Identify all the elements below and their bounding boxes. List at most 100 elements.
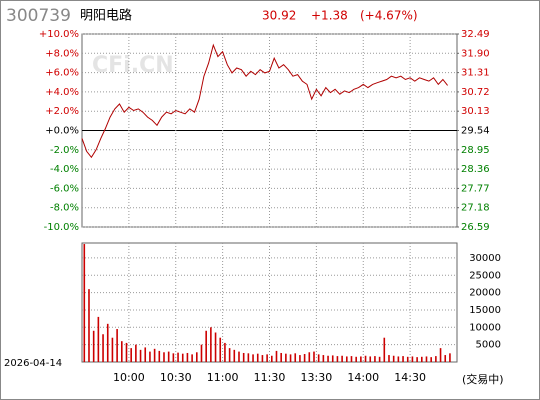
volume-bar bbox=[111, 337, 114, 362]
price-change: +1.38 bbox=[311, 9, 348, 23]
volume-bar bbox=[233, 349, 236, 362]
volume-bar bbox=[172, 353, 175, 362]
trading-status: (交易中) bbox=[462, 372, 504, 386]
x-tick-label: 10:00 bbox=[113, 371, 145, 384]
last-price: 30.92 bbox=[262, 9, 296, 23]
volume-bar bbox=[252, 354, 254, 362]
x-tick-label: 14:30 bbox=[394, 371, 426, 384]
price-line bbox=[81, 43, 448, 159]
volume-bar bbox=[411, 356, 414, 362]
y2-tick-label: 30.13 bbox=[461, 106, 490, 117]
volume-bar bbox=[153, 348, 156, 362]
volume-bar bbox=[449, 353, 451, 362]
volume-bar bbox=[102, 334, 104, 362]
volume-bar bbox=[210, 327, 212, 362]
y-tick-label: 25000 bbox=[469, 270, 501, 281]
volume-bar bbox=[397, 356, 400, 362]
stock-name: 明阳电路 bbox=[80, 8, 132, 24]
volume-bar bbox=[425, 356, 428, 362]
volume-bar bbox=[125, 342, 128, 362]
volume-bar bbox=[275, 350, 278, 362]
volume-bar bbox=[256, 353, 259, 362]
volume-bar bbox=[285, 353, 287, 362]
y2-tick-label: 28.36 bbox=[461, 164, 490, 175]
volume-bar bbox=[121, 341, 123, 362]
volume-bar bbox=[135, 344, 137, 362]
volume-bar bbox=[317, 354, 320, 362]
volume-bar bbox=[106, 323, 109, 362]
volume-bar bbox=[416, 357, 418, 362]
volume-bar bbox=[303, 354, 306, 362]
volume-bar bbox=[392, 355, 395, 362]
volume-bar bbox=[177, 352, 179, 362]
volume-bar bbox=[186, 352, 189, 362]
volume-bar bbox=[383, 337, 386, 362]
volume-bar bbox=[346, 356, 348, 362]
volume-bar bbox=[430, 357, 432, 362]
y-tick-label: -10.0% bbox=[44, 222, 79, 233]
volume-bar bbox=[247, 353, 250, 362]
volume-bar bbox=[313, 351, 315, 362]
volume-bar bbox=[378, 356, 381, 362]
volume-bar bbox=[299, 355, 301, 362]
y-tick-label: 15000 bbox=[469, 305, 501, 316]
y-tick-label: +8.0% bbox=[45, 48, 79, 59]
y-tick-label: -8.0% bbox=[50, 203, 79, 214]
volume-bar bbox=[355, 356, 357, 362]
volume-bar bbox=[388, 355, 390, 362]
y2-tick-label: 27.18 bbox=[461, 203, 490, 214]
volume-bar bbox=[406, 356, 409, 362]
y-tick-label: +10.0% bbox=[39, 29, 79, 40]
volume-bar bbox=[191, 354, 193, 362]
volume-bar bbox=[435, 356, 437, 362]
volume-bar bbox=[261, 355, 264, 362]
x-tick-label: 14:00 bbox=[347, 371, 379, 384]
y-tick-label: +6.0% bbox=[45, 68, 79, 79]
x-tick-label: 13:30 bbox=[301, 371, 333, 384]
volume-bar bbox=[402, 356, 404, 362]
volume-bar bbox=[242, 352, 245, 362]
volume-bar bbox=[280, 352, 282, 362]
volume-bar bbox=[228, 348, 231, 362]
volume-bar bbox=[238, 351, 240, 362]
volume-bar bbox=[196, 352, 198, 362]
volume-bar bbox=[331, 355, 334, 362]
volume-bar bbox=[200, 344, 203, 362]
volume-bar bbox=[360, 356, 362, 362]
y-tick-label: 5000 bbox=[476, 340, 501, 351]
y-tick-label: -4.0% bbox=[50, 164, 79, 175]
volume-bar bbox=[158, 350, 161, 362]
volume-bar bbox=[224, 342, 226, 362]
volume-bar bbox=[139, 349, 142, 362]
volume-bar bbox=[149, 351, 151, 362]
volume-bar bbox=[374, 356, 376, 362]
volume-bar bbox=[289, 354, 292, 362]
volume-bar bbox=[92, 330, 95, 362]
y2-tick-label: 31.31 bbox=[461, 68, 490, 79]
y-tick-label: +4.0% bbox=[45, 87, 79, 98]
date: 2026-04-14 bbox=[4, 358, 62, 369]
y-tick-label: 30000 bbox=[469, 253, 501, 264]
volume-bar bbox=[294, 353, 297, 362]
y-tick-label: +2.0% bbox=[45, 106, 79, 117]
volume-bar bbox=[327, 355, 329, 362]
x-tick-label: 11:30 bbox=[254, 371, 286, 384]
y2-tick-label: 26.59 bbox=[461, 222, 490, 233]
volume-bar bbox=[83, 244, 86, 362]
volume-bar bbox=[308, 352, 311, 362]
volume-bar bbox=[97, 316, 100, 362]
volume-bar bbox=[88, 289, 90, 362]
y2-tick-label: 29.54 bbox=[461, 126, 490, 137]
y-tick-label: 20000 bbox=[469, 288, 501, 299]
volume-bar bbox=[116, 329, 118, 362]
volume-bar bbox=[439, 348, 442, 362]
volume-bar bbox=[421, 356, 423, 362]
volume-bar bbox=[322, 355, 325, 362]
volume-bar bbox=[219, 337, 222, 362]
volume-bar bbox=[271, 355, 273, 362]
volume-bar bbox=[144, 347, 147, 362]
volume-bar bbox=[350, 356, 353, 362]
volume-bar bbox=[167, 351, 170, 362]
x-tick-label: 10:30 bbox=[160, 371, 192, 384]
